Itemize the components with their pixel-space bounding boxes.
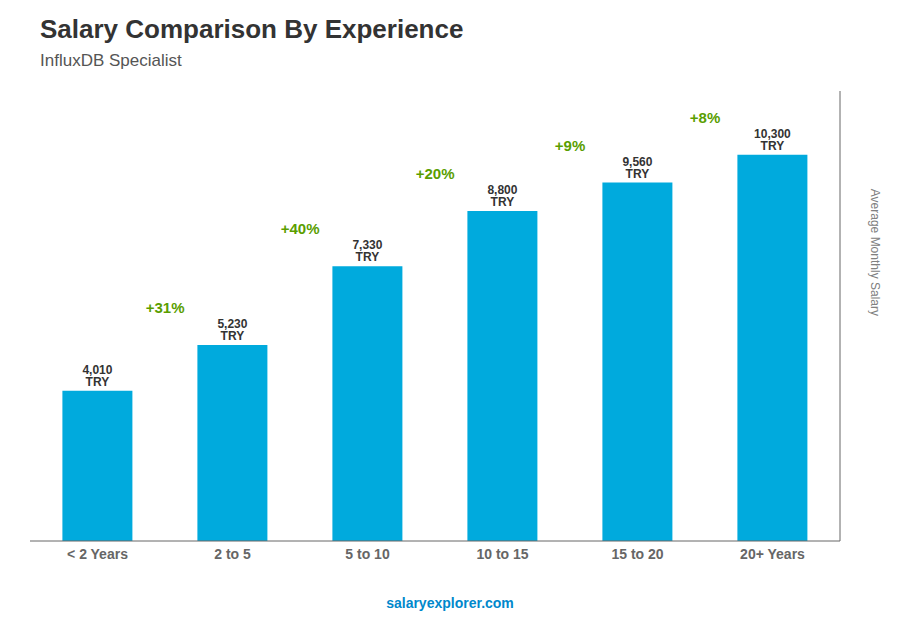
svg-text:15 to 20: 15 to 20	[611, 546, 663, 562]
svg-text:< 2 Years: < 2 Years	[67, 546, 128, 562]
svg-text:+20%: +20%	[416, 165, 455, 182]
svg-text:7,330TRY: 7,330TRY	[352, 238, 382, 264]
svg-text:9,560TRY: 9,560TRY	[622, 155, 652, 181]
html-text:Salary Comparison By Experienc: Salary Comparison By Experience	[40, 14, 464, 44]
html-text:salaryexplorer.com: salaryexplorer.com	[386, 595, 514, 611]
svg-text:8,800TRY: 8,800TRY	[487, 183, 517, 209]
svg-text:10 to 15: 10 to 15	[476, 546, 528, 562]
svg-text:10,300TRY: 10,300TRY	[754, 127, 791, 153]
svg-text:+9%: +9%	[555, 137, 585, 154]
svg-text:5,230TRY: 5,230TRY	[217, 317, 247, 343]
svg-text:+40%: +40%	[281, 220, 320, 237]
svg-text:20+ Years: 20+ Years	[740, 546, 805, 562]
svg-text:+31%: +31%	[146, 299, 185, 316]
svg-text:5 to 10: 5 to 10	[345, 546, 390, 562]
html-text:InfluxDB Specialist: InfluxDB Specialist	[40, 51, 182, 70]
svg-text:Average Monthly Salary: Average Monthly Salary	[868, 189, 882, 316]
svg-text:2 to 5: 2 to 5	[214, 546, 251, 562]
svg-text:4,010TRY: 4,010TRY	[82, 363, 112, 389]
svg-text:+8%: +8%	[690, 109, 720, 126]
